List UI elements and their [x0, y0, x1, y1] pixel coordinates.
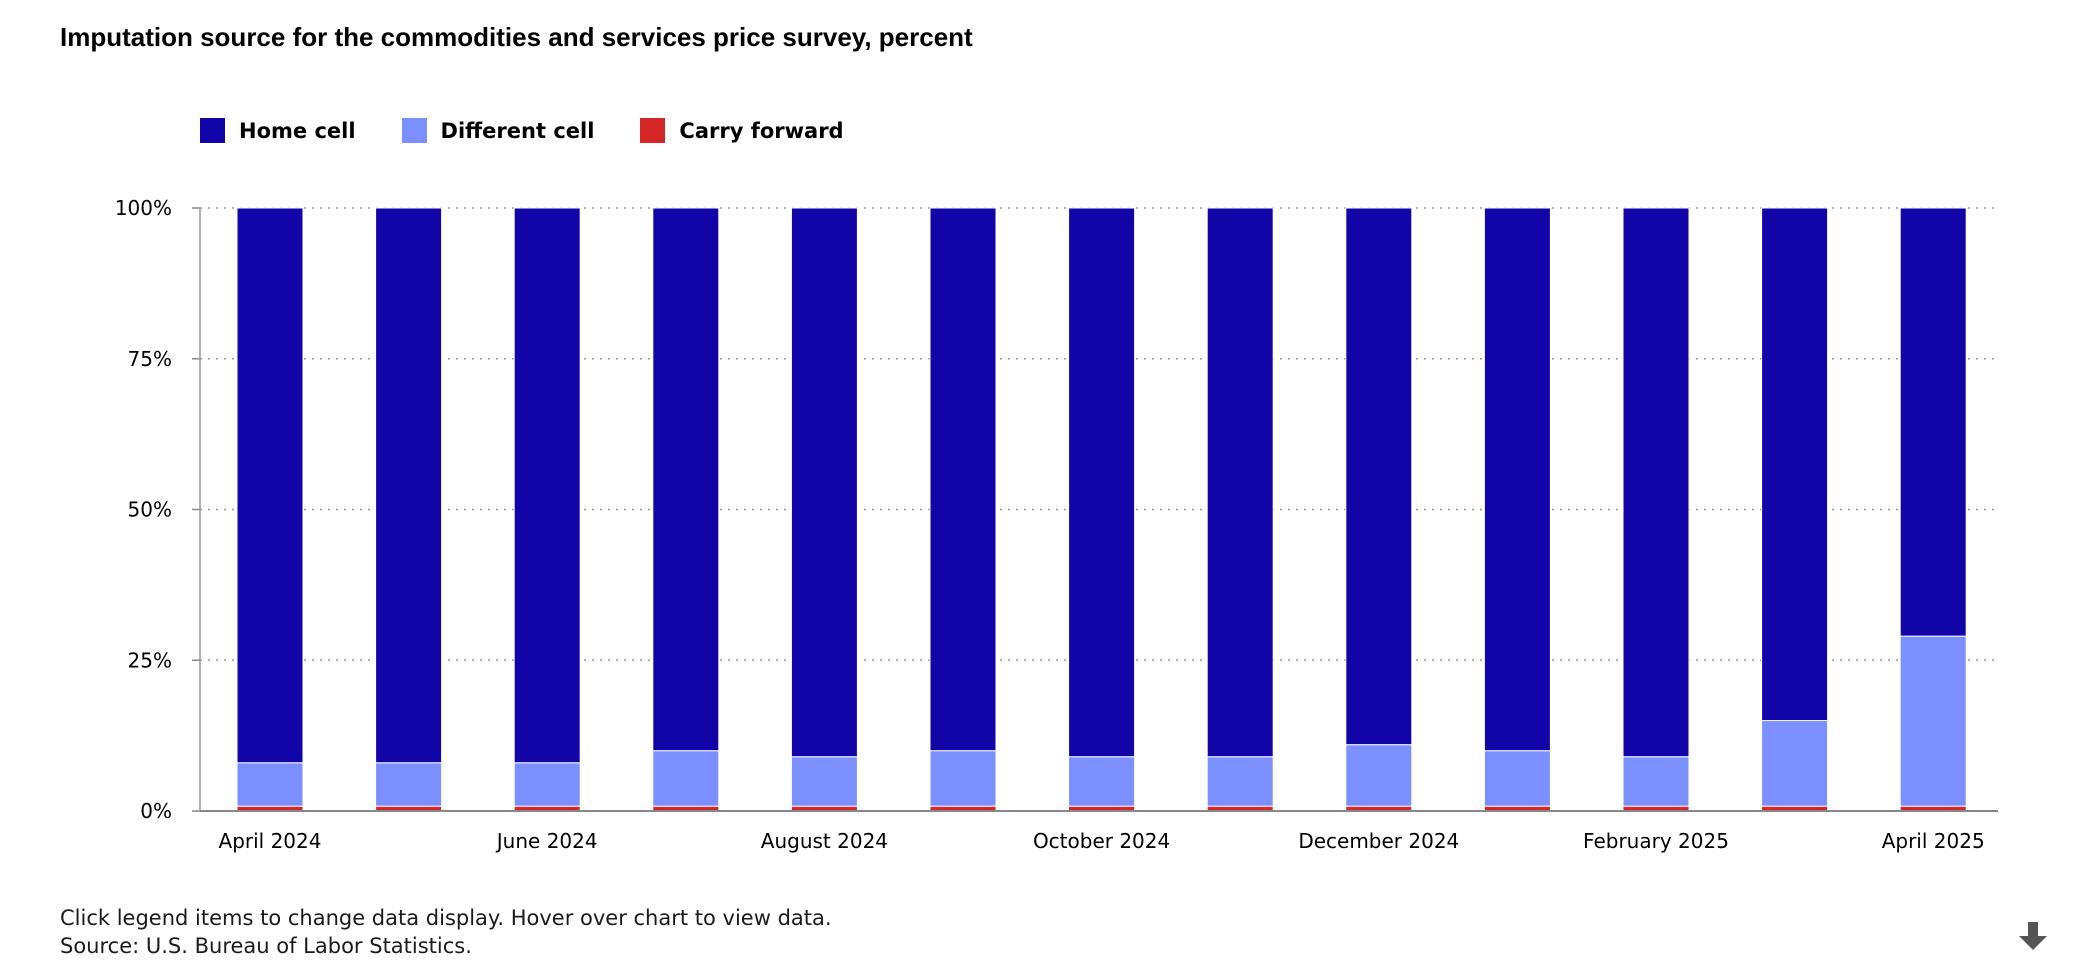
bar-segment[interactable]: [929, 750, 997, 807]
chart-notes: Click legend items to change data displa…: [60, 904, 832, 960]
bar-segment[interactable]: [929, 207, 997, 752]
bar-segment[interactable]: [790, 207, 858, 758]
bar-segment[interactable]: [1483, 207, 1551, 752]
bar-segment[interactable]: [1622, 207, 1690, 758]
bar-segment[interactable]: [652, 750, 720, 807]
bar-segment[interactable]: [790, 756, 858, 807]
bar-segment[interactable]: [1899, 635, 1967, 807]
legend: Home cell Different cell Carry forward: [200, 118, 890, 143]
bar-segment[interactable]: [1761, 720, 1829, 807]
x-tick-label: August 2024: [761, 829, 888, 853]
y-tick-label: 75%: [128, 347, 172, 371]
legend-label: Different cell: [440, 118, 595, 143]
legend-item[interactable]: Carry forward: [640, 118, 844, 143]
bar-segment[interactable]: [1622, 756, 1690, 807]
bar-segment[interactable]: [1206, 207, 1274, 758]
legend-swatch: [640, 118, 666, 143]
y-tick-label: 50%: [128, 498, 172, 522]
bar-segment[interactable]: [375, 207, 443, 764]
bar-segment[interactable]: [1068, 756, 1136, 807]
source-note: Source: U.S. Bureau of Labor Statistics.: [60, 934, 472, 958]
x-tick-label: December 2024: [1298, 829, 1459, 853]
bar-segment[interactable]: [1483, 750, 1551, 807]
legend-item[interactable]: Different cell: [401, 118, 595, 143]
bar-segment[interactable]: [1068, 207, 1136, 758]
bar-segment[interactable]: [1345, 744, 1413, 807]
x-tick-label: October 2024: [1033, 829, 1170, 853]
bar-segment[interactable]: [1206, 756, 1274, 807]
chart-title: Imputation source for the commodities an…: [60, 22, 973, 52]
legend-swatch: [401, 118, 427, 143]
bar-segment[interactable]: [236, 207, 304, 764]
bar-segment[interactable]: [1345, 207, 1413, 746]
y-tick-label: 0%: [140, 799, 172, 823]
instruction-note: Click legend items to change data displa…: [60, 906, 832, 930]
legend-label: Carry forward: [679, 118, 844, 143]
bar-segment[interactable]: [1899, 207, 1967, 637]
x-tick-label: June 2024: [495, 829, 598, 853]
bar-segment[interactable]: [236, 762, 304, 807]
legend-swatch: [200, 118, 225, 143]
y-tick-label: 25%: [128, 648, 172, 672]
bar-segment[interactable]: [1761, 207, 1829, 722]
download-arrow-icon[interactable]: [2016, 920, 2050, 954]
y-tick-label: 100%: [115, 196, 172, 220]
bar-segment[interactable]: [375, 762, 443, 807]
x-tick-label: April 2024: [219, 829, 322, 853]
bar-segment[interactable]: [652, 207, 720, 752]
legend-item[interactable]: Home cell: [200, 118, 356, 143]
legend-label: Home cell: [239, 118, 356, 143]
x-tick-label: February 2025: [1583, 829, 1729, 853]
x-tick-label: April 2025: [1882, 829, 1985, 853]
bar-segment[interactable]: [513, 207, 581, 764]
bar-segment[interactable]: [513, 762, 581, 807]
